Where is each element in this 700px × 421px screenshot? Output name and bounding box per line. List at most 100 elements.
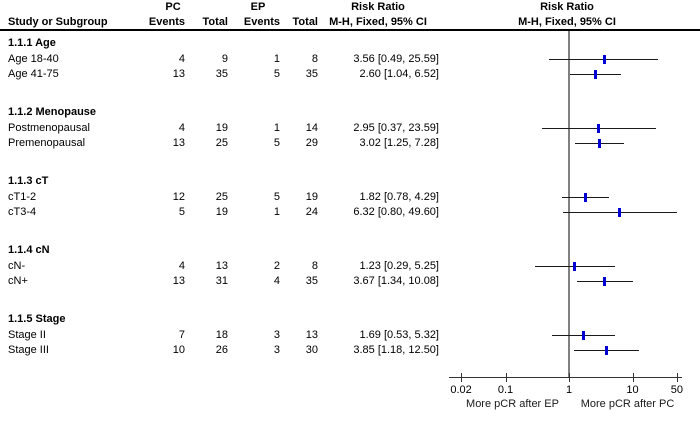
ep-total-value: 30 — [305, 344, 318, 356]
ep-total-value: 8 — [311, 259, 318, 272]
no-effect-line — [568, 31, 570, 378]
study-label: Age 41-75 — [8, 68, 59, 80]
effect-marker — [597, 123, 601, 133]
x-axis-tick-label: 10 — [626, 384, 639, 396]
ep-events-value: 3 — [273, 328, 280, 341]
effect-marker — [604, 346, 608, 355]
subgroup-heading: 1.1.5 Stage — [8, 313, 66, 325]
pc-group-header: PC — [165, 1, 181, 13]
study-col-header: Study or Subgroup — [8, 16, 108, 28]
study-label: Stage III — [8, 344, 49, 356]
risk-ratio-ci-value: 3.02 [1.25, 7.28] — [359, 137, 439, 149]
pc-events-value: 10 — [172, 344, 185, 356]
study-label: Age 18-40 — [8, 52, 59, 65]
pc-total-value: 9 — [221, 52, 228, 65]
pc-events-value: 13 — [172, 275, 185, 287]
pc-total-value: 19 — [215, 121, 228, 134]
risk-ratio-ci-value: 3.67 [1.34, 10.08] — [353, 275, 439, 287]
ep-total-value: 35 — [305, 275, 318, 287]
ep-events-value: 1 — [273, 121, 280, 134]
rr-plot-method-header: M-H, Fixed, 95% CI — [518, 16, 616, 28]
pc-events-value: 7 — [178, 328, 185, 341]
study-label: Stage II — [8, 328, 46, 341]
pc-events-value: 4 — [178, 259, 185, 272]
effect-marker — [602, 54, 606, 64]
risk-ratio-ci-value: 1.82 [0.78, 4.29] — [359, 190, 439, 203]
pc-events-value: 12 — [172, 190, 185, 203]
risk-ratio-ci-value: 2.95 [0.37, 23.59] — [353, 121, 439, 134]
study-label: Premenopausal — [8, 137, 86, 149]
x-axis-tick — [505, 373, 507, 382]
risk-ratio-plot-header: Risk Ratio — [540, 1, 594, 13]
header-rule — [0, 29, 700, 31]
pc-total-value: 25 — [215, 190, 228, 203]
ep-events-value: 1 — [273, 206, 280, 218]
ep-events-value: 4 — [273, 275, 280, 287]
risk-ratio-ci-value: 6.32 [0.80, 49.60] — [353, 206, 439, 218]
x-axis — [449, 377, 682, 378]
pc-events-col-header: Events — [148, 16, 185, 28]
pc-total-value: 13 — [215, 259, 228, 272]
ep-total-value: 8 — [311, 52, 318, 65]
study-label: cT3-4 — [8, 206, 37, 218]
pc-total-value: 35 — [215, 68, 228, 80]
subgroup-heading: 1.1.2 Menopause — [8, 106, 97, 118]
effect-marker — [593, 70, 597, 79]
pc-events-value: 4 — [178, 52, 185, 65]
x-axis-tick — [676, 373, 678, 382]
x-axis-label-left: More pCR after EP — [466, 398, 559, 410]
effect-marker — [603, 277, 607, 286]
effect-marker — [618, 208, 622, 217]
ep-total-value: 24 — [305, 206, 318, 218]
ep-events-value: 5 — [273, 190, 280, 203]
x-axis-tick — [632, 373, 634, 382]
ep-events-value: 1 — [273, 52, 280, 65]
ep-total-col-header: Total — [292, 16, 318, 28]
ep-events-value: 3 — [273, 344, 280, 356]
x-axis-tick-label: 0.1 — [497, 384, 514, 396]
pc-events-value: 13 — [172, 137, 185, 149]
subgroup-heading: 1.1.1 Age — [8, 37, 56, 49]
pc-events-value: 5 — [178, 206, 185, 218]
pc-total-value: 19 — [215, 206, 228, 218]
effect-marker — [598, 139, 601, 148]
effect-marker — [582, 330, 585, 340]
pc-total-value: 18 — [215, 328, 228, 341]
pc-events-value: 13 — [172, 68, 185, 80]
x-axis-tick — [461, 373, 463, 382]
study-label: cN- — [8, 259, 26, 272]
ep-events-value: 2 — [273, 259, 280, 272]
subgroup-heading: 1.1.3 cT — [8, 175, 49, 187]
risk-ratio-ci-value: 1.23 [0.29, 5.25] — [359, 259, 439, 272]
subgroup-heading: 1.1.4 cN — [8, 244, 50, 256]
study-label: cN+ — [8, 275, 28, 287]
risk-ratio-ci-value: 3.85 [1.18, 12.50] — [353, 344, 439, 356]
ep-total-value: 29 — [305, 137, 318, 149]
x-axis-tick-label: 0.02 — [450, 384, 472, 396]
x-axis-tick — [569, 373, 570, 382]
ep-total-value: 19 — [305, 190, 318, 203]
effect-marker — [584, 192, 587, 202]
ep-events-col-header: Events — [243, 16, 280, 28]
x-axis-tick-label: 50 — [670, 384, 684, 396]
pc-total-value: 26 — [215, 344, 228, 356]
risk-ratio-ci-value: 2.60 [1.04, 6.52] — [359, 68, 439, 80]
risk-ratio-text-header: Risk Ratio — [351, 1, 405, 13]
study-label: cT1-2 — [8, 190, 37, 203]
pc-total-value: 25 — [215, 137, 228, 149]
ep-total-value: 13 — [305, 328, 318, 341]
ep-total-value: 35 — [305, 68, 318, 80]
ep-events-value: 5 — [273, 68, 280, 80]
rr-text-method-header: M-H, Fixed, 95% CI — [329, 16, 427, 28]
ep-events-value: 5 — [273, 137, 280, 149]
effect-marker — [573, 261, 577, 271]
ep-total-value: 14 — [305, 121, 318, 134]
ep-group-header: EP — [250, 1, 266, 13]
risk-ratio-ci-value: 3.56 [0.49, 25.59] — [353, 52, 439, 65]
x-axis-label-right: More pCR after PC — [580, 398, 675, 410]
risk-ratio-ci-value: 1.69 [0.53, 5.32] — [359, 328, 439, 341]
study-label: Postmenopausal — [8, 121, 90, 134]
x-axis-tick-label: 1 — [565, 384, 573, 396]
pc-events-value: 4 — [178, 121, 185, 134]
